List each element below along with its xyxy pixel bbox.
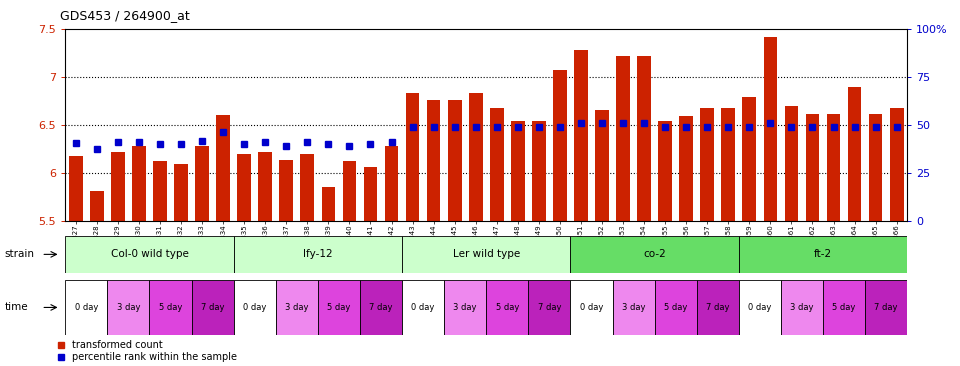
Bar bbox=[364, 167, 377, 221]
Text: 0 day: 0 day bbox=[243, 303, 266, 312]
Text: 7 day: 7 day bbox=[706, 303, 730, 312]
Text: 0 day: 0 day bbox=[580, 303, 603, 312]
Bar bbox=[637, 56, 651, 221]
Bar bbox=[444, 280, 486, 335]
Text: 3 day: 3 day bbox=[622, 303, 645, 312]
Bar bbox=[279, 160, 293, 221]
Bar bbox=[490, 108, 504, 221]
Bar bbox=[69, 156, 83, 221]
Bar bbox=[574, 51, 588, 221]
Bar bbox=[216, 115, 230, 221]
Bar bbox=[233, 280, 276, 335]
Bar bbox=[595, 110, 609, 221]
Bar bbox=[360, 280, 402, 335]
Text: 3 day: 3 day bbox=[117, 303, 140, 312]
Bar bbox=[111, 152, 125, 221]
Bar bbox=[237, 154, 251, 221]
Bar bbox=[701, 108, 714, 221]
Bar bbox=[427, 100, 441, 221]
Bar bbox=[697, 280, 739, 335]
Bar bbox=[108, 280, 150, 335]
Bar bbox=[570, 236, 739, 273]
Bar bbox=[827, 114, 840, 221]
Bar bbox=[742, 97, 756, 221]
Text: 7 day: 7 day bbox=[875, 303, 898, 312]
Bar bbox=[406, 93, 420, 221]
Bar bbox=[65, 236, 233, 273]
Bar bbox=[300, 154, 314, 221]
Bar bbox=[154, 161, 167, 221]
Text: 5 day: 5 day bbox=[832, 303, 855, 312]
Text: 0 day: 0 day bbox=[748, 303, 772, 312]
Bar bbox=[553, 70, 566, 221]
Bar bbox=[132, 146, 146, 221]
Text: 3 day: 3 day bbox=[790, 303, 814, 312]
Text: 3 day: 3 day bbox=[285, 303, 308, 312]
Bar bbox=[739, 236, 907, 273]
Bar bbox=[570, 280, 612, 335]
Bar bbox=[680, 116, 693, 221]
Bar bbox=[659, 120, 672, 221]
Bar bbox=[612, 280, 655, 335]
Bar bbox=[195, 146, 209, 221]
Bar bbox=[722, 108, 735, 221]
Text: Ler wild type: Ler wild type bbox=[452, 249, 520, 259]
Bar bbox=[468, 93, 483, 221]
Bar bbox=[823, 280, 865, 335]
Bar bbox=[528, 280, 570, 335]
Bar bbox=[192, 280, 233, 335]
Bar bbox=[848, 87, 861, 221]
Bar bbox=[90, 191, 104, 221]
Bar bbox=[322, 187, 335, 221]
Text: strain: strain bbox=[5, 249, 35, 259]
Text: percentile rank within the sample: percentile rank within the sample bbox=[72, 352, 237, 362]
Text: 0 day: 0 day bbox=[75, 303, 98, 312]
Text: 7 day: 7 day bbox=[538, 303, 562, 312]
Text: 7 day: 7 day bbox=[370, 303, 393, 312]
Text: time: time bbox=[5, 302, 29, 313]
Bar bbox=[616, 56, 630, 221]
Bar bbox=[385, 146, 398, 221]
Bar bbox=[890, 108, 903, 221]
Bar bbox=[233, 236, 402, 273]
Text: Col-0 wild type: Col-0 wild type bbox=[110, 249, 188, 259]
Bar bbox=[402, 280, 444, 335]
Bar bbox=[763, 37, 778, 221]
Bar bbox=[784, 106, 799, 221]
Text: 7 day: 7 day bbox=[201, 303, 225, 312]
Text: transformed count: transformed count bbox=[72, 340, 163, 350]
Bar bbox=[532, 120, 545, 221]
Bar bbox=[402, 236, 570, 273]
Text: co-2: co-2 bbox=[643, 249, 666, 259]
Text: 5 day: 5 day bbox=[327, 303, 350, 312]
Text: 3 day: 3 day bbox=[453, 303, 477, 312]
Bar bbox=[276, 280, 318, 335]
Text: 5 day: 5 day bbox=[664, 303, 687, 312]
Bar bbox=[343, 161, 356, 221]
Text: GDS453 / 264900_at: GDS453 / 264900_at bbox=[60, 9, 190, 22]
Text: ft-2: ft-2 bbox=[814, 249, 832, 259]
Bar bbox=[865, 280, 907, 335]
Bar bbox=[318, 280, 360, 335]
Bar bbox=[150, 280, 192, 335]
Text: 5 day: 5 day bbox=[495, 303, 519, 312]
Bar bbox=[869, 114, 882, 221]
Bar bbox=[486, 280, 528, 335]
Text: lfy-12: lfy-12 bbox=[303, 249, 333, 259]
Bar bbox=[805, 114, 819, 221]
Bar bbox=[258, 152, 272, 221]
Bar bbox=[65, 280, 108, 335]
Bar bbox=[655, 280, 697, 335]
Bar bbox=[447, 100, 462, 221]
Bar bbox=[174, 164, 188, 221]
Bar bbox=[780, 280, 823, 335]
Text: 0 day: 0 day bbox=[412, 303, 435, 312]
Text: 5 day: 5 day bbox=[158, 303, 182, 312]
Bar bbox=[739, 280, 780, 335]
Bar bbox=[511, 120, 525, 221]
